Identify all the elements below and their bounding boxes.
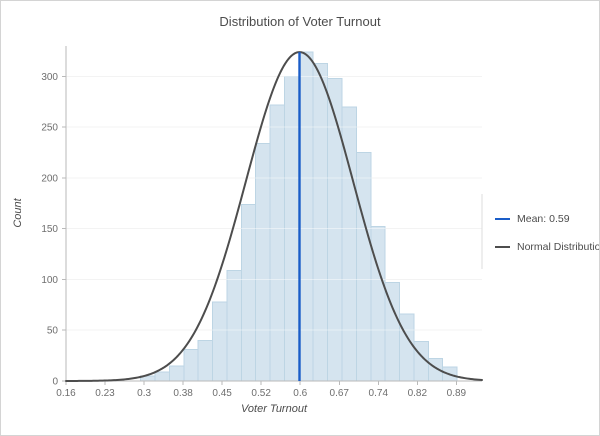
histogram-bar bbox=[226, 269, 242, 382]
histogram-bar bbox=[197, 339, 214, 382]
y-tick-label: 100 bbox=[41, 275, 58, 286]
x-tick-label: 0.52 bbox=[251, 388, 271, 399]
histogram-bar bbox=[168, 365, 185, 382]
histogram-bar bbox=[255, 142, 271, 382]
y-tick-label: 200 bbox=[41, 173, 58, 184]
y-tick-label: 50 bbox=[47, 326, 59, 337]
x-tick-label: 0.82 bbox=[408, 388, 428, 399]
histogram-bar bbox=[327, 77, 343, 382]
x-tick-label: 0.67 bbox=[330, 388, 350, 399]
y-tick-label: 150 bbox=[41, 224, 58, 235]
histogram-bar bbox=[355, 152, 372, 382]
y-axis-label: Count bbox=[12, 198, 24, 228]
x-tick-label: 0.38 bbox=[173, 388, 193, 399]
mean-line-swatch-icon bbox=[495, 218, 510, 220]
chart-title: Distribution of Voter Turnout bbox=[219, 14, 381, 29]
x-tick-label: 0.6 bbox=[293, 388, 307, 399]
legend-item-mean[interactable]: Mean: 0.59 bbox=[495, 213, 599, 225]
legend-item-normal-distribution[interactable]: Normal Distribution bbox=[495, 241, 600, 253]
normal-curve-swatch-icon bbox=[495, 246, 510, 248]
x-tick-label: 0.74 bbox=[369, 388, 389, 399]
histogram-bar bbox=[269, 104, 285, 382]
y-tick-label: 300 bbox=[41, 72, 58, 83]
histogram-bar bbox=[212, 301, 228, 382]
histogram-bar bbox=[240, 203, 257, 382]
histogram-bar bbox=[399, 313, 415, 382]
legend-item-label: Mean: 0.59 bbox=[517, 213, 570, 225]
legend: Mean: 0.59 Normal Distribution bbox=[495, 213, 600, 253]
x-tick-label: 0.16 bbox=[56, 388, 76, 399]
legend-item-label: Normal Distribution bbox=[517, 241, 600, 253]
x-tick-label: 0.3 bbox=[137, 388, 151, 399]
histogram-bar bbox=[183, 349, 199, 382]
x-axis-label: Voter Turnout bbox=[240, 403, 308, 415]
histogram-bar bbox=[312, 62, 329, 382]
normal-distribution-curve bbox=[65, 51, 483, 382]
x-tick-label: 0.23 bbox=[95, 388, 115, 399]
histogram-bar bbox=[298, 51, 314, 382]
histogram-bar bbox=[154, 371, 170, 382]
x-tick-label: 0.45 bbox=[212, 388, 232, 399]
x-tick-label: 0.89 bbox=[447, 388, 467, 399]
y-tick-label: 250 bbox=[41, 123, 58, 134]
y-tick-label: 0 bbox=[52, 377, 58, 388]
